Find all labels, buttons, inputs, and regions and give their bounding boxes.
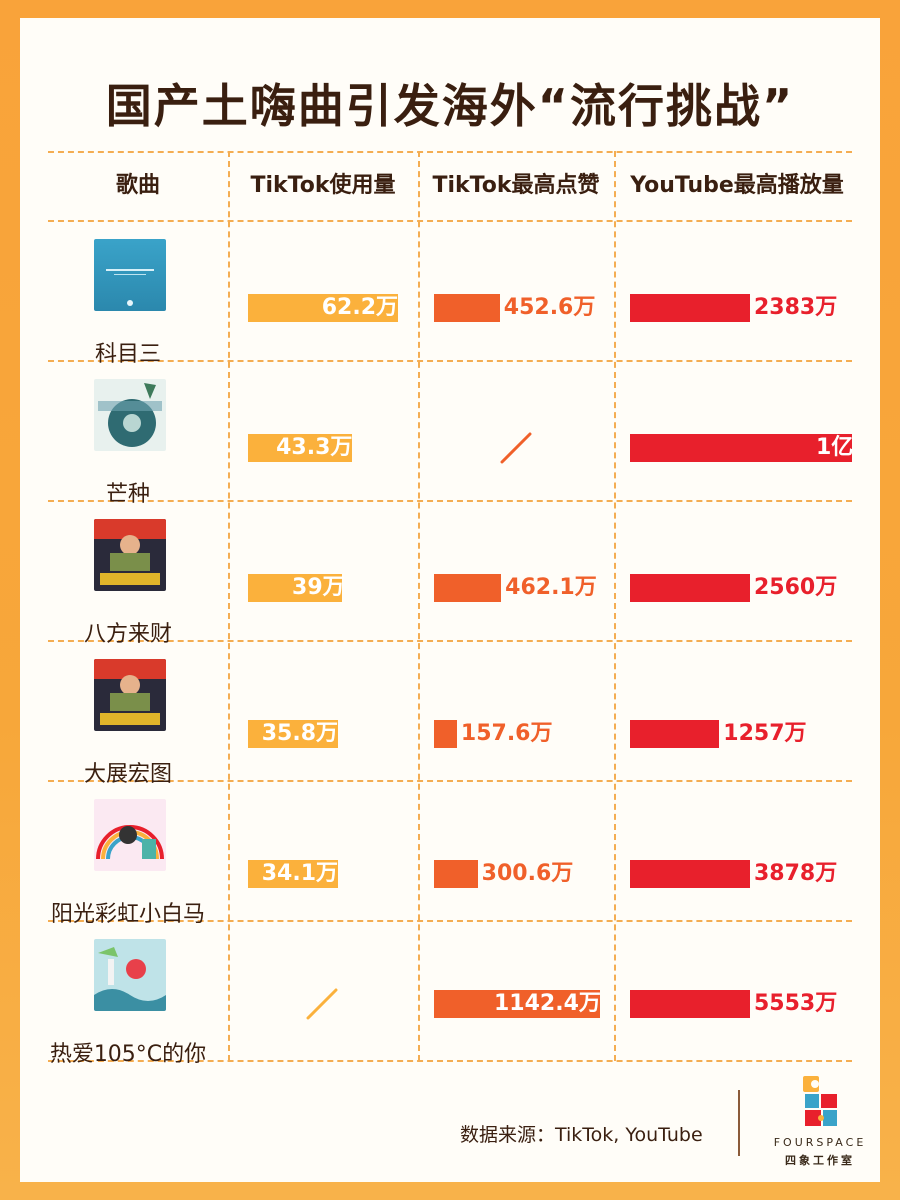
tiktok-likes-bar bbox=[434, 720, 457, 748]
grid-line bbox=[48, 220, 852, 222]
tiktok-use-bar bbox=[248, 294, 398, 322]
tiktok-use-label: 43.3万 bbox=[276, 435, 353, 460]
album-cover-image bbox=[94, 519, 166, 591]
album-cover-image bbox=[94, 379, 166, 451]
page-title: 国产土嗨曲引发海外“流行挑战” bbox=[105, 79, 795, 133]
column-header-youtube-views: YouTube最高播放量 bbox=[630, 173, 844, 198]
youtube-views-label: 5553万 bbox=[754, 991, 838, 1016]
grid-line bbox=[48, 1060, 852, 1062]
grid-line bbox=[48, 500, 852, 502]
youtube-views-bar bbox=[630, 574, 750, 602]
grid-line bbox=[48, 920, 852, 922]
song-name: 八方来财 bbox=[83, 622, 172, 647]
tiktok-likes-bar bbox=[434, 860, 478, 888]
grid-line bbox=[48, 780, 852, 782]
column-header-song: 歌曲 bbox=[115, 173, 160, 198]
album-cover-image bbox=[94, 799, 166, 871]
grid-line bbox=[48, 640, 852, 642]
grid-line bbox=[48, 360, 852, 362]
studio-logo: FOURSPACE 四象工作室 bbox=[765, 1074, 875, 1174]
song-name: 芒种 bbox=[105, 482, 150, 507]
youtube-views-bar bbox=[630, 990, 750, 1018]
tiktok-likes-bar bbox=[434, 574, 502, 602]
song-name: 科目三 bbox=[94, 342, 161, 367]
column-header-tiktok-likes: TikTok最高点赞 bbox=[432, 173, 600, 198]
tiktok-likes-bar bbox=[434, 990, 600, 1018]
tiktok-likes-label: 1142.4万 bbox=[494, 991, 601, 1016]
infographic-card: 国产土嗨曲引发海外“流行挑战” 歌曲 TikTok使用量 TikTok最高点赞 … bbox=[20, 18, 880, 1182]
grid-line bbox=[48, 151, 852, 153]
youtube-views-label: 2383万 bbox=[754, 295, 838, 320]
youtube-views-label: 1亿 bbox=[816, 435, 854, 460]
grid-line bbox=[614, 151, 616, 1061]
tiktok-likes-label: 462.1万 bbox=[505, 575, 597, 600]
album-cover-image bbox=[94, 659, 166, 731]
song-name: 阳光彩虹小白马 bbox=[50, 902, 205, 927]
youtube-views-label: 2560万 bbox=[754, 575, 838, 600]
tiktok-use-label: 34.1万 bbox=[261, 861, 338, 886]
tiktok-use-bar bbox=[248, 720, 338, 748]
tiktok-use-label: 39万 bbox=[292, 575, 345, 600]
divider bbox=[738, 1090, 740, 1156]
song-name: 大展宏图 bbox=[83, 762, 172, 787]
youtube-views-label: 1257万 bbox=[723, 721, 807, 746]
tiktok-likes-label: 452.6万 bbox=[503, 295, 596, 320]
logo-text-en: FOURSPACE bbox=[773, 1136, 867, 1149]
grid-line bbox=[418, 151, 420, 1061]
album-cover-image bbox=[94, 239, 166, 311]
no-data-slash-icon bbox=[500, 432, 532, 464]
column-header-tiktok-use: TikTok使用量 bbox=[250, 173, 396, 198]
tiktok-use-label: 35.8万 bbox=[261, 721, 338, 746]
youtube-views-bar bbox=[630, 860, 750, 888]
song-name: 热爱105°C的你 bbox=[49, 1042, 207, 1067]
grid-line bbox=[228, 151, 230, 1061]
tiktok-likes-bar bbox=[434, 294, 500, 322]
data-table: 歌曲 TikTok使用量 TikTok最高点赞 YouTube最高播放量 科目三… bbox=[20, 18, 880, 1182]
tiktok-use-bar bbox=[248, 860, 338, 888]
puzzle-logo-icon bbox=[803, 1076, 837, 1126]
tiktok-likes-label: 157.6万 bbox=[460, 721, 553, 746]
youtube-views-label: 3878万 bbox=[754, 861, 838, 886]
no-data-slash-icon bbox=[306, 988, 338, 1020]
youtube-views-bar bbox=[630, 434, 852, 462]
tiktok-use-label: 62.2万 bbox=[321, 295, 398, 320]
tiktok-use-bar bbox=[248, 434, 353, 462]
data-source-note: 数据来源：TikTok, YouTube bbox=[460, 1124, 703, 1146]
tiktok-use-bar bbox=[248, 574, 343, 602]
youtube-views-bar bbox=[630, 294, 750, 322]
tiktok-likes-label: 300.6万 bbox=[481, 861, 574, 886]
youtube-views-bar bbox=[630, 720, 720, 748]
logo-text-zh: 四象工作室 bbox=[785, 1154, 855, 1167]
album-cover-image bbox=[94, 939, 166, 1011]
